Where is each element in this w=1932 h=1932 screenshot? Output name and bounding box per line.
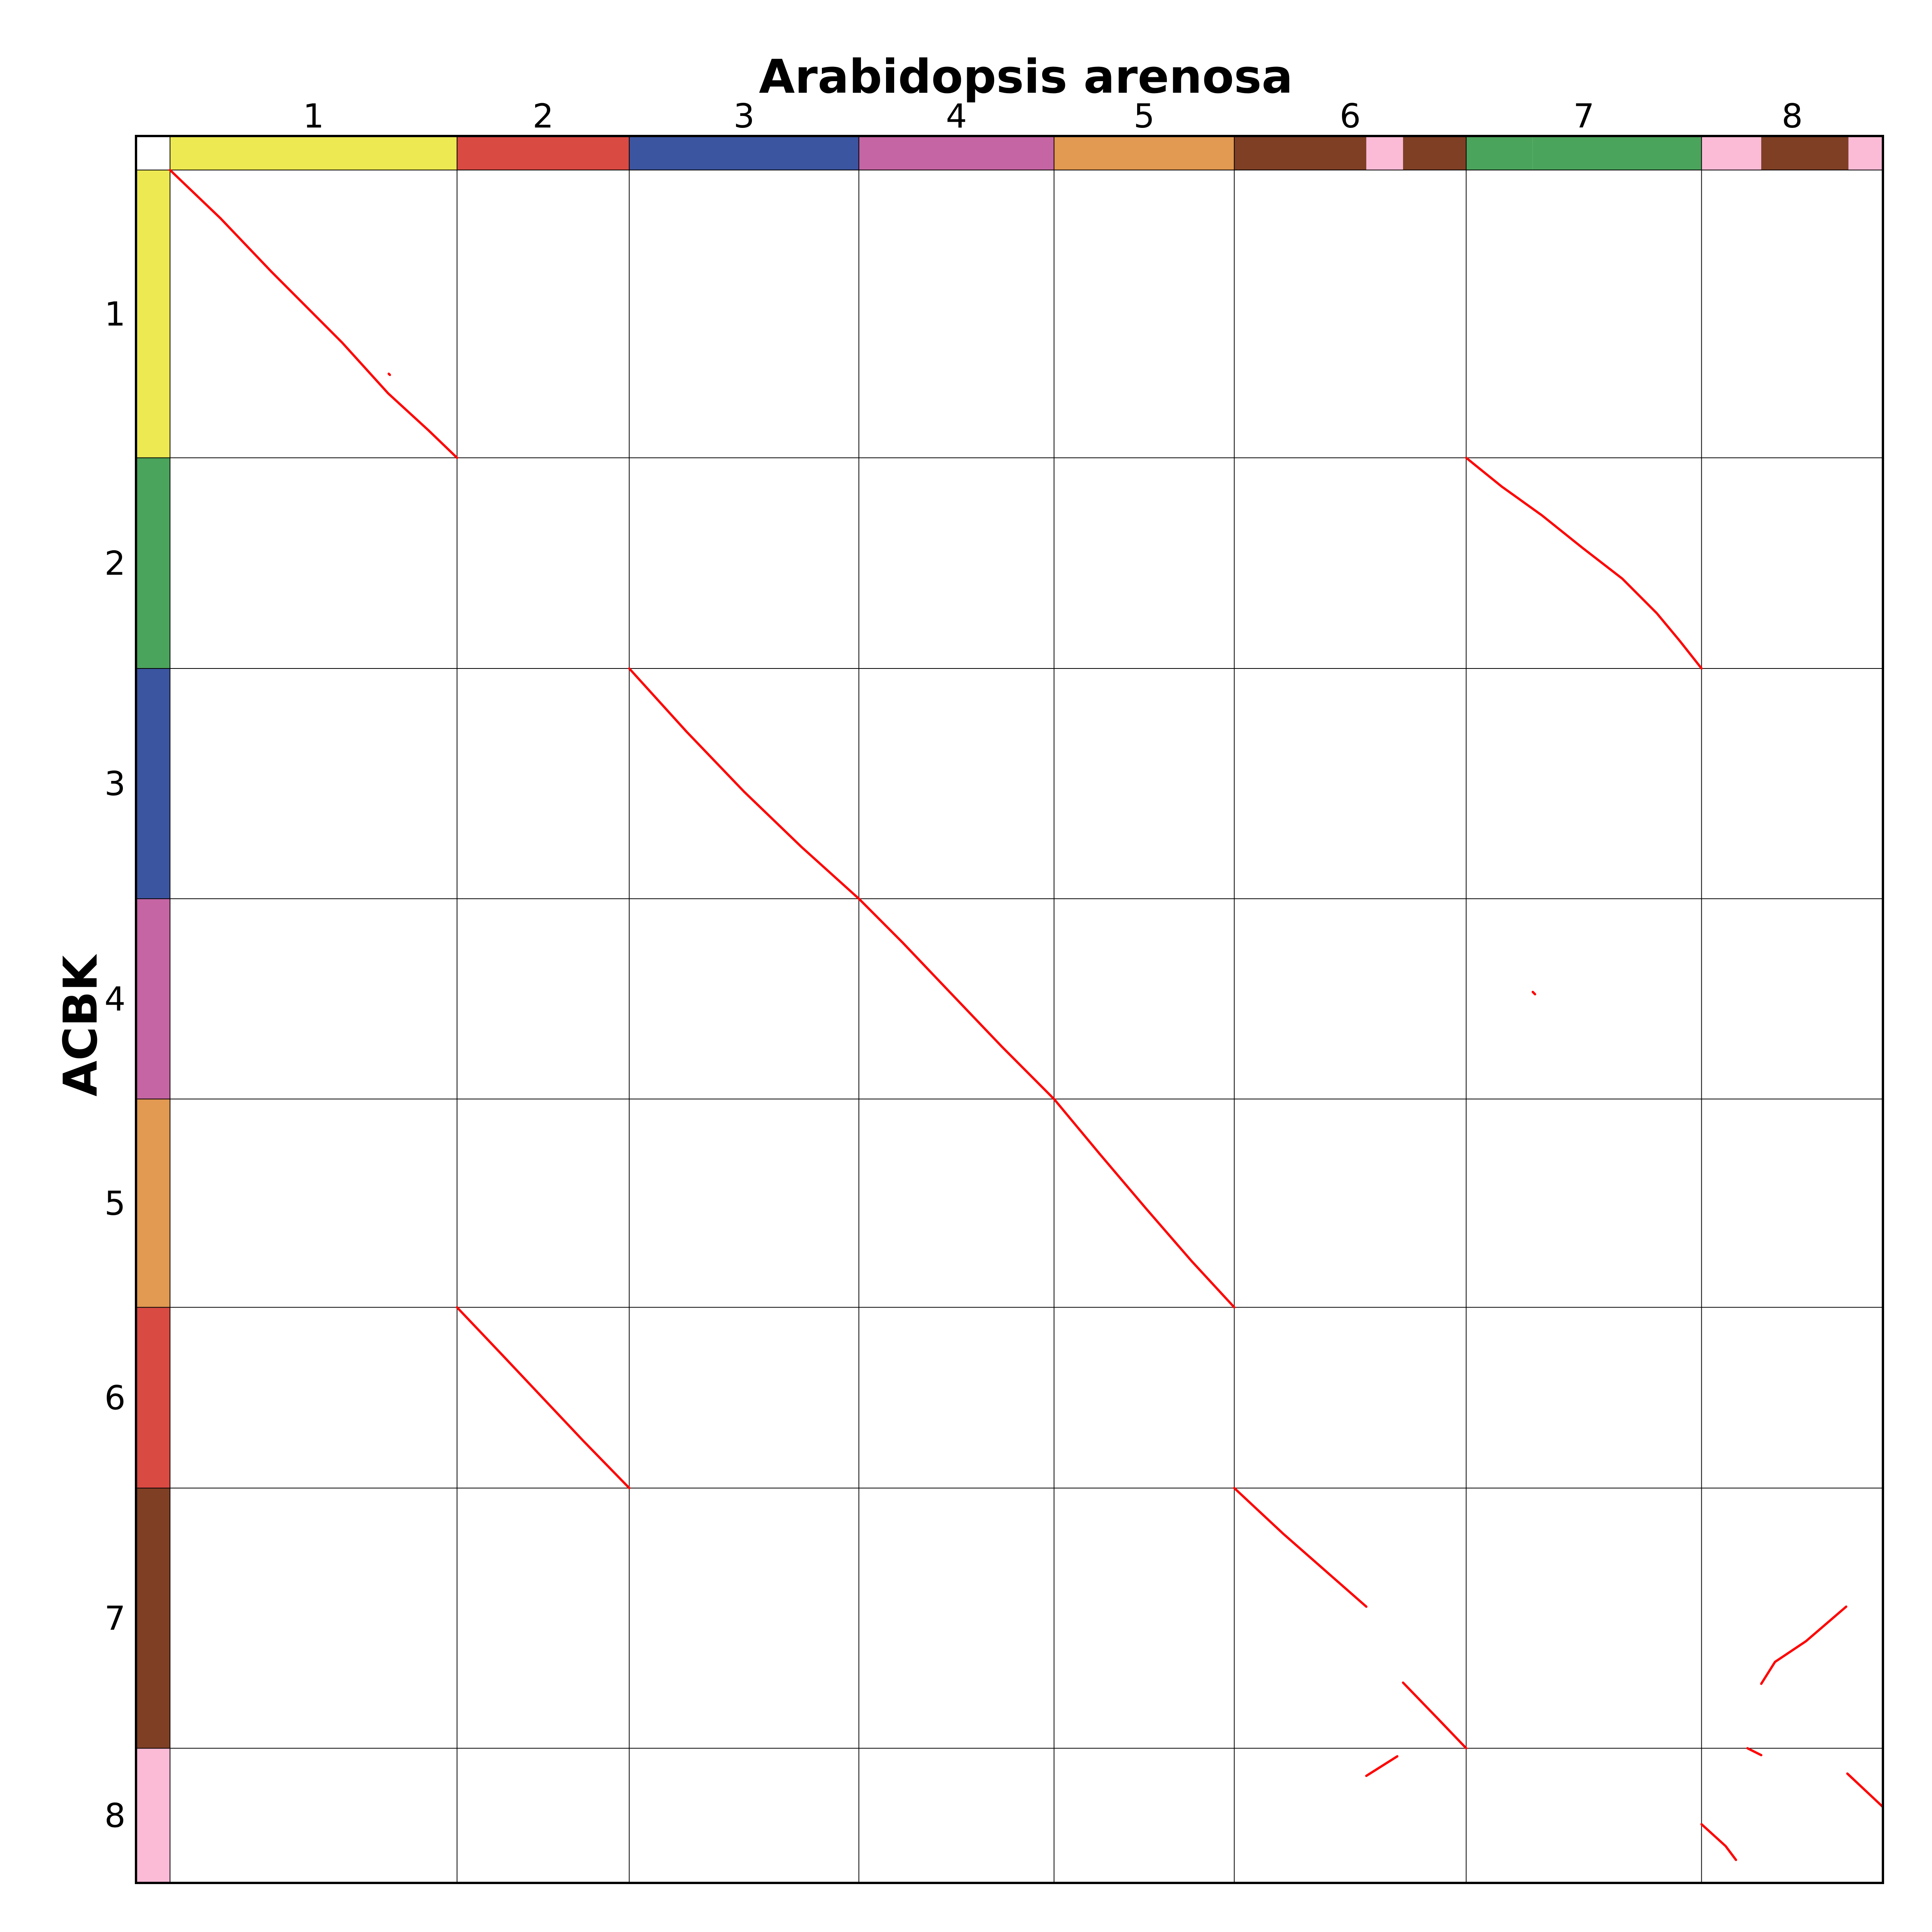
x-tick-label: 4 xyxy=(946,97,967,136)
plot-frame xyxy=(135,135,1884,1884)
y-axis-title: ACBK xyxy=(54,954,108,1096)
x-color-band xyxy=(1366,136,1403,170)
x-color-band xyxy=(1532,136,1702,170)
x-tick-label: 3 xyxy=(733,97,755,136)
synteny-segments xyxy=(169,169,1884,1861)
y-tick-label: 5 xyxy=(104,1184,126,1223)
synteny-segment xyxy=(628,667,860,900)
y-tick-label: 8 xyxy=(104,1797,126,1835)
x-color-band xyxy=(859,136,1054,170)
synteny-segment xyxy=(1700,1823,1737,1861)
y-tick-label: 7 xyxy=(104,1599,126,1638)
y-tick-label: 6 xyxy=(104,1379,126,1417)
y-tick-label: 2 xyxy=(104,544,126,583)
y-color-band xyxy=(136,1748,170,1883)
x-tick-label: 7 xyxy=(1573,97,1595,136)
x-color-band xyxy=(1761,136,1849,170)
synteny-segment xyxy=(1365,1755,1399,1777)
x-color-band xyxy=(1054,136,1235,170)
synteny-segment xyxy=(1402,1681,1468,1750)
x-tick-label: 6 xyxy=(1340,97,1361,136)
x-color-band xyxy=(629,136,859,170)
synteny-segment xyxy=(1531,991,1536,996)
y-color-band xyxy=(136,457,170,668)
synteny-segment xyxy=(1233,1487,1367,1608)
x-color-band xyxy=(170,136,457,170)
x-tick-label: 2 xyxy=(532,97,554,136)
y-tick-labels: 1 2 3 4 5 6 7 8 xyxy=(104,295,126,1835)
x-color-bands xyxy=(170,136,1883,170)
x-tick-labels: 1 2 3 4 5 6 7 8 xyxy=(303,97,1803,136)
synteny-segment xyxy=(388,372,391,376)
y-color-band xyxy=(136,668,170,899)
y-tick-label: 3 xyxy=(104,765,126,803)
x-color-band xyxy=(1234,136,1366,170)
synteny-segment xyxy=(1746,1747,1763,1757)
y-color-band xyxy=(136,170,170,458)
synteny-segment xyxy=(169,169,458,459)
synteny-segment xyxy=(1053,1098,1236,1309)
synteny-segment xyxy=(857,897,1055,1100)
y-color-bands xyxy=(136,170,170,1883)
x-color-band xyxy=(1466,136,1533,170)
x-color-band xyxy=(457,136,629,170)
synteny-segment xyxy=(456,1306,631,1490)
y-tick-label: 4 xyxy=(104,980,126,1019)
x-tick-label: 5 xyxy=(1134,97,1155,136)
y-color-band xyxy=(136,1488,170,1748)
x-color-band xyxy=(1403,136,1466,170)
x-color-band xyxy=(1701,136,1762,170)
synteny-segment xyxy=(1760,1605,1847,1685)
x-tick-label: 8 xyxy=(1782,97,1803,136)
y-color-band xyxy=(136,898,170,1099)
chromosome-grid xyxy=(136,136,1883,1883)
y-color-band xyxy=(136,1099,170,1308)
y-color-band xyxy=(136,1307,170,1488)
synteny-segment xyxy=(1846,1772,1884,1808)
x-color-band xyxy=(1848,136,1883,170)
synteny-segment xyxy=(1465,456,1703,670)
chart-title: Arabidopsis arenosa xyxy=(759,50,1293,104)
x-tick-label: 1 xyxy=(303,97,324,136)
y-tick-label: 1 xyxy=(104,295,126,333)
